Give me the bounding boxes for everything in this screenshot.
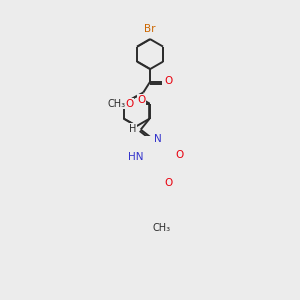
Text: CH₃: CH₃ [152, 223, 170, 233]
Text: O: O [125, 99, 133, 109]
Text: HN: HN [128, 152, 144, 162]
Text: O: O [165, 76, 173, 86]
Text: CH₃: CH₃ [108, 99, 126, 109]
Text: Br: Br [144, 24, 156, 34]
Text: O: O [176, 150, 184, 160]
Text: N: N [154, 134, 162, 144]
Text: O: O [137, 94, 145, 105]
Text: O: O [164, 178, 172, 188]
Text: H: H [130, 124, 137, 134]
